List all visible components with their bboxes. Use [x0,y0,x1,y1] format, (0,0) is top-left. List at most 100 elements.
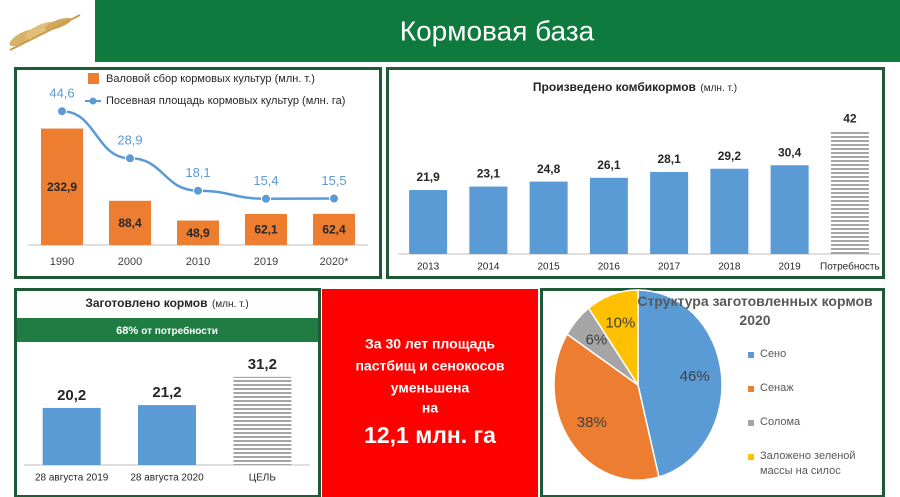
panel [386,67,885,279]
data-label: 88,4 [118,216,142,230]
bar [313,213,355,245]
x-tick-label: ЦЕЛЬ [249,473,277,484]
data-label: 29,2 [718,149,742,163]
chart-title-text: Заготовлено кормов [85,296,207,310]
data-label: 62,4 [322,223,346,237]
bar [41,128,83,245]
legend-marker [748,454,754,460]
bar [830,131,869,254]
data-label: 24,8 [537,162,561,176]
data-label: 15,5 [321,173,346,188]
data-label: 21,2 [152,384,181,401]
pie-slice [553,332,660,481]
chart-title: Произведено комбикормов (млн. т.) [533,79,737,96]
data-label: 21,9 [416,170,440,184]
data-label: 62,1 [254,223,278,237]
legend-marker [89,97,97,105]
legend-label: Солома [760,416,801,428]
data-label: 18,1 [185,165,210,180]
legend-marker [748,352,754,358]
data-label: 232,9 [47,180,77,194]
line-marker [57,106,67,117]
x-tick-label: 2017 [658,262,681,273]
bar [650,171,689,254]
bar [177,220,219,245]
data-label: 31,2 [248,356,277,373]
badge-value: 68% [116,325,138,337]
x-tick-label: 2019 [254,256,278,268]
legend-marker [88,73,99,84]
badge: 68% от потребности [116,325,218,337]
x-tick-label: 2020* [320,256,349,268]
header-bar [95,0,900,62]
x-tick-label: 1990 [50,256,74,268]
data-label: 42 [843,112,857,126]
legend-label: Сено [760,348,787,360]
data-label: 28,9 [117,133,142,148]
x-tick-label: 2015 [538,262,561,273]
callout-text: За 30 лет площадь [365,336,495,352]
x-tick-label: 28 августа 2020 [130,473,204,484]
callout-panel [322,289,538,497]
legend-marker [748,386,754,392]
x-tick-label: 2013 [417,262,440,273]
bar [409,190,448,254]
data-label: 10% [605,315,635,332]
callout-text: на [422,400,438,416]
data-label: 48,9 [186,226,210,240]
bar [770,165,809,254]
page-title: Кормовая база [400,15,595,46]
bar [233,376,292,465]
line-series [61,109,335,201]
x-tick-label: 2019 [779,262,802,273]
x-tick-label: 2000 [118,256,142,268]
line-marker [261,193,271,204]
legend-marker [748,420,754,426]
callout-text: уменьшена [391,380,470,396]
x-tick-label: Потребность [820,261,880,273]
legend-label: Заложено зеленой массы на силос [760,450,856,477]
bar [589,177,628,254]
bar [710,168,749,254]
badge-bar [17,318,318,342]
data-label: 46% [680,368,710,385]
data-label: 30,4 [778,145,802,159]
data-label: 15,4 [253,173,278,188]
badge-text: от потребности [141,325,218,337]
data-label: 26,1 [597,158,621,172]
data-label: 44,6 [49,86,74,101]
callout-highlight: 12,1 млн. га [364,422,496,448]
x-tick-label: 28 августа 2019 [35,473,109,484]
bar [42,407,101,465]
x-tick-label: 2016 [598,262,621,273]
data-label: 6% [586,332,608,349]
callout-text: пастбищ и сенокосов [355,358,504,374]
bar [245,213,287,245]
chart-title: Структура заготовленных кормов 2020 [637,293,873,328]
chart-unit: (млн. т.) [212,299,249,310]
bar [469,186,508,254]
pie-slice [587,289,639,388]
data-label: 20,2 [57,387,86,404]
legend-label: Посевная площадь кормовых культур (млн. … [106,95,345,107]
legend-label: Валовой сбор кормовых культур (млн. т.) [106,73,315,85]
line-marker [125,153,135,164]
wheat-icon [9,14,81,51]
bar [529,181,568,254]
chart-title-text: Произведено комбикормов [533,80,696,94]
bar [109,200,151,245]
x-tick-label: 2018 [718,262,741,273]
chart-unit: (млн. т.) [700,83,737,94]
pie-slice [637,289,723,478]
bar [138,405,196,465]
data-label: 38% [577,414,607,431]
data-label: 28,1 [657,152,681,166]
chart-title: Заготовлено кормов (млн. т.) [85,295,248,312]
data-label: 23,1 [477,167,501,181]
x-tick-label: 2014 [477,262,500,273]
line-marker [193,185,203,196]
line-marker [329,193,339,204]
legend-label: Сенаж [760,382,794,394]
x-tick-label: 2010 [186,256,210,268]
